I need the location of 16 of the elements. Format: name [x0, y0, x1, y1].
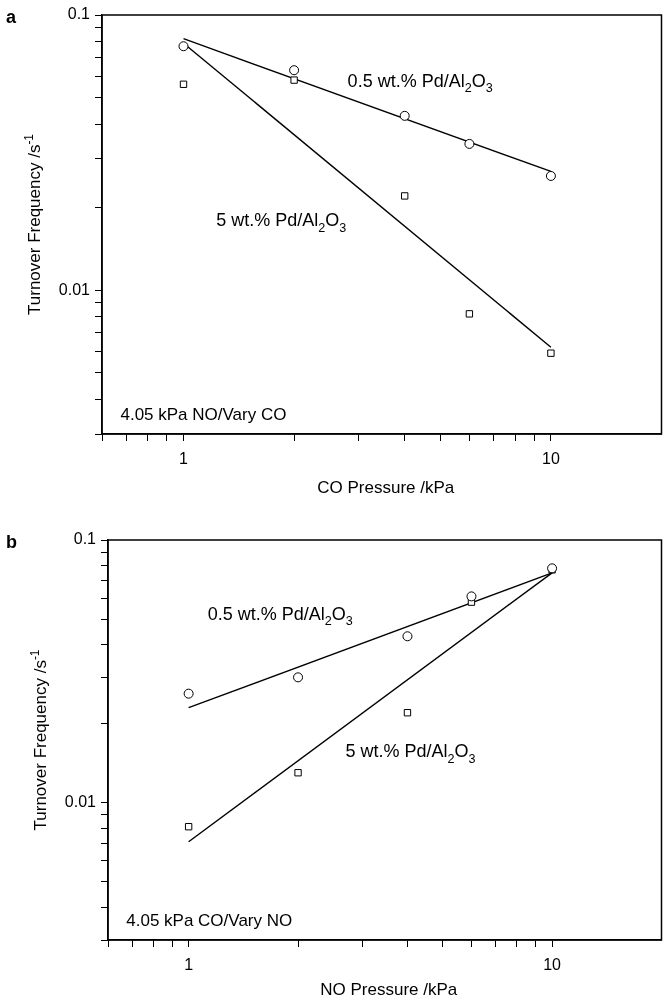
x-axis-title: CO Pressure /kPa	[317, 478, 455, 497]
x-tick-label: 1	[184, 956, 194, 974]
y-tick-label: 0.01	[58, 280, 91, 298]
y-axis-title: Turnover Frequency /s-1	[28, 649, 50, 831]
annotation: 4.05 kPa NO/Vary CO	[120, 405, 287, 424]
y-tick-label: 0.1	[67, 5, 91, 23]
x-tick-label: 10	[542, 450, 560, 468]
y-tick-label: 0.01	[64, 793, 97, 811]
x-tick-label: 10	[543, 956, 562, 974]
x-tick-label: 1	[179, 450, 189, 468]
annotation: 4.05 kPa CO/Vary NO	[126, 911, 293, 930]
chart-title: a	[6, 7, 17, 27]
y-axis-title: Turnover Frequency /s-1	[22, 133, 44, 315]
chart-title: b	[6, 532, 17, 552]
x-axis-title: NO Pressure /kPa	[320, 980, 458, 999]
y-tick-label: 0.1	[73, 530, 97, 548]
